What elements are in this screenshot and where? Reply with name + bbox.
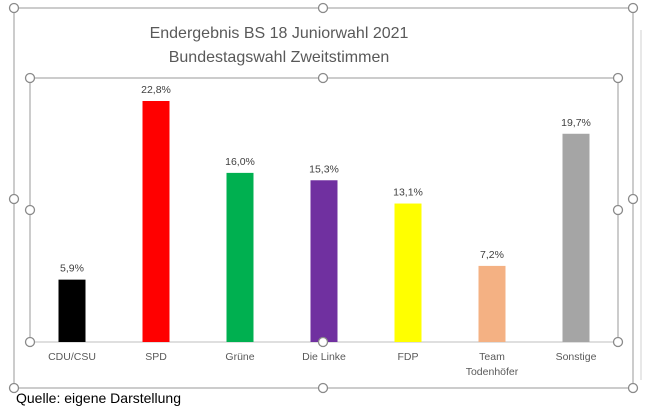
category-label-2: Grüne	[225, 351, 254, 363]
data-label-0: 5,9%	[60, 263, 84, 275]
category-label-1: SPD	[145, 351, 167, 363]
data-label-6: 19,7%	[561, 117, 591, 129]
resize-handle-10[interactable]	[612, 72, 624, 84]
resize-handle-4[interactable]	[627, 193, 639, 205]
resize-handle-0[interactable]	[8, 2, 20, 14]
data-label-2: 16,0%	[225, 156, 255, 168]
resize-handle-5[interactable]	[8, 382, 20, 394]
category-label-4: FDP	[398, 351, 419, 363]
data-label-5: 7,2%	[480, 249, 504, 261]
category-label-5: Team Todenhöfer	[466, 351, 519, 378]
resize-handle-6[interactable]	[317, 382, 329, 394]
bar-0[interactable]	[58, 279, 86, 342]
resize-handle-11[interactable]	[24, 204, 36, 216]
category-label-0: CDU/CSU	[48, 351, 96, 363]
resize-handle-13[interactable]	[24, 336, 36, 348]
category-label-6: Sonstige	[556, 351, 597, 363]
bar-3[interactable]	[310, 180, 338, 342]
resize-handle-3[interactable]	[8, 193, 20, 205]
resize-handle-8[interactable]	[24, 72, 36, 84]
bar-1[interactable]	[142, 101, 170, 342]
resize-handle-12[interactable]	[612, 204, 624, 216]
resize-handle-1[interactable]	[317, 2, 329, 14]
resize-handle-9[interactable]	[317, 72, 329, 84]
category-label-3: Die Linke	[302, 351, 346, 363]
data-label-3: 15,3%	[309, 163, 339, 175]
data-label-1: 22,8%	[141, 84, 171, 96]
chart-title-line-2: Bundestagswahl Zweitstimmen	[169, 49, 390, 66]
resize-handle-2[interactable]	[627, 2, 639, 14]
resize-handle-15[interactable]	[612, 336, 624, 348]
bar-4[interactable]	[394, 203, 422, 342]
bar-5[interactable]	[478, 265, 506, 342]
resize-handle-14[interactable]	[317, 336, 329, 348]
data-label-4: 13,1%	[393, 187, 423, 199]
source-caption: Quelle: eigene Darstellung	[16, 390, 181, 406]
bar-6[interactable]	[562, 133, 590, 342]
bar-2[interactable]	[226, 172, 254, 342]
chart-title-line-1: Endergebnis BS 18 Juniorwahl 2021	[150, 25, 409, 42]
resize-handle-7[interactable]	[627, 382, 639, 394]
